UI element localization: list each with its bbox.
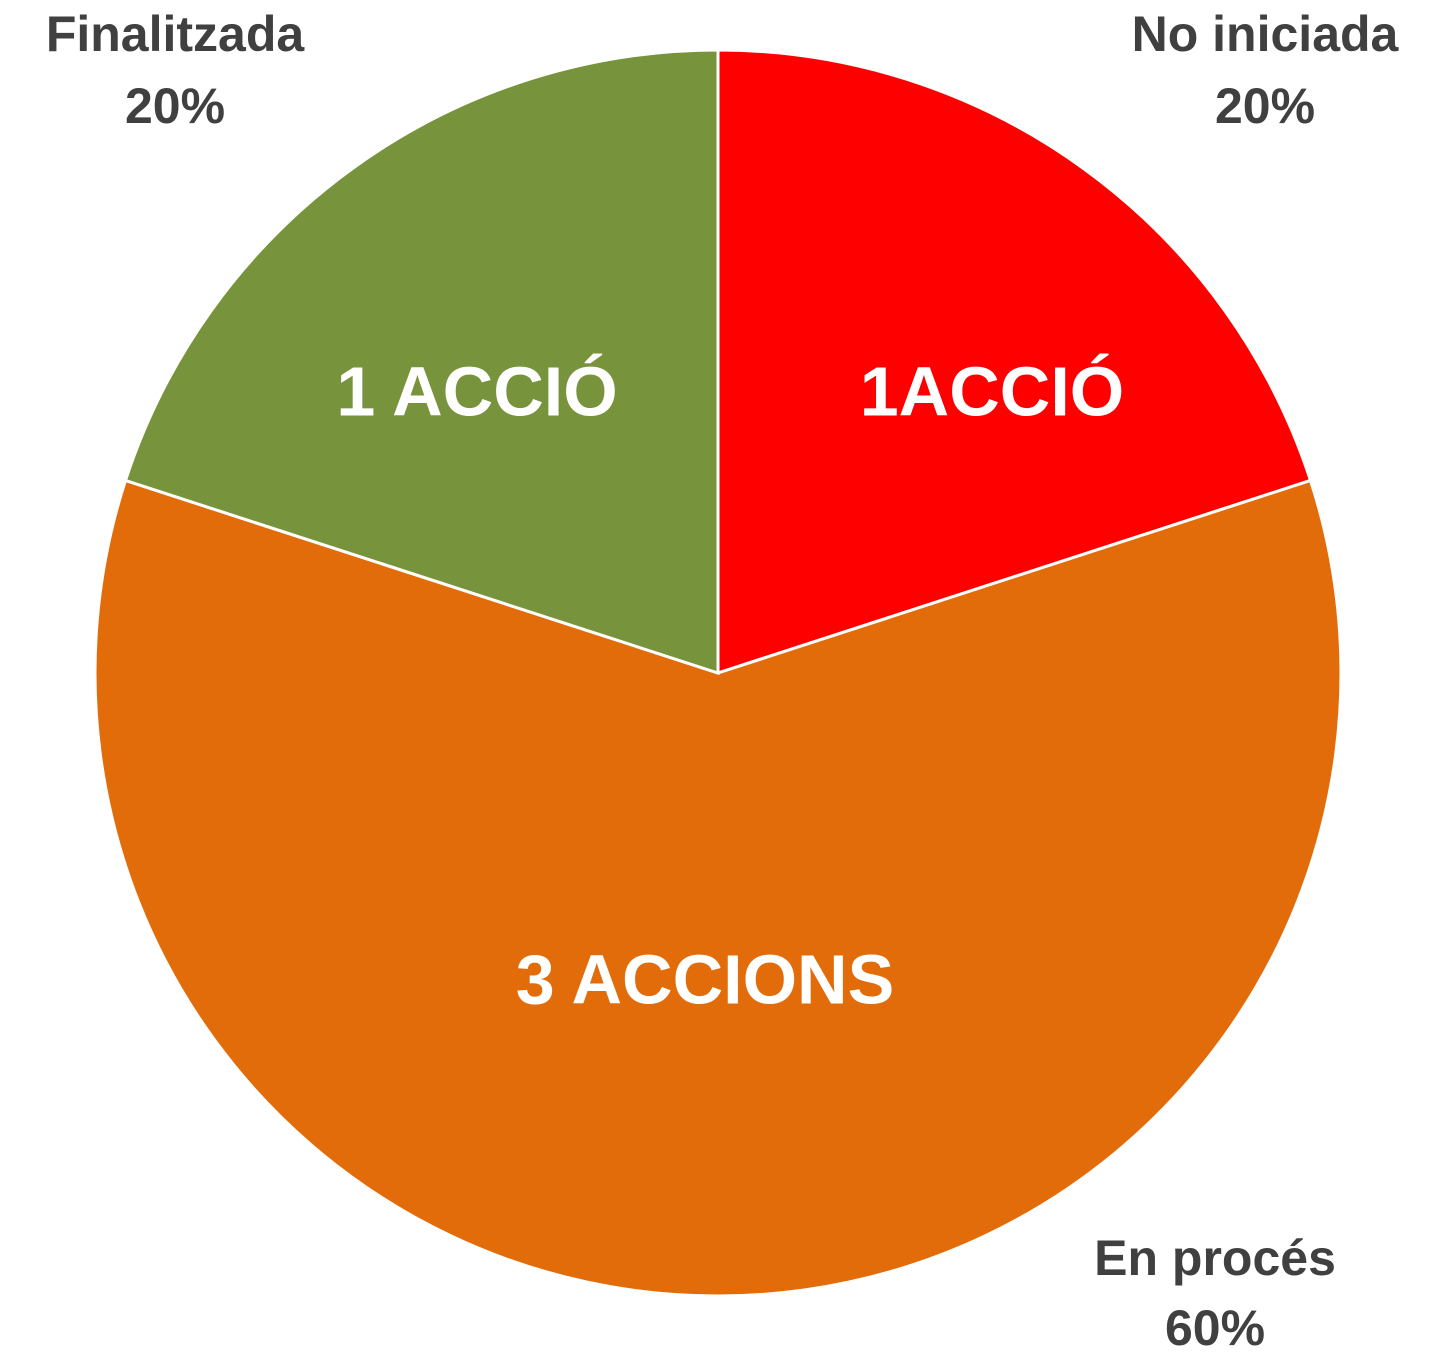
percent-label: 20%: [1215, 78, 1315, 134]
category-label: Finalitzada: [46, 6, 306, 62]
pie-slice: [123, 48, 720, 676]
category-label: En procés: [1094, 1230, 1336, 1286]
pie-slice: [93, 478, 1343, 1298]
slice-label: 1ACCIÓ: [860, 352, 1124, 430]
percent-label: 20%: [125, 78, 225, 134]
percent-label: 60%: [1165, 1300, 1265, 1356]
category-label: No iniciada: [1132, 6, 1400, 62]
slice-label: 1 ACCIÓ: [336, 352, 617, 430]
slice-label: 3 ACCIONS: [516, 940, 895, 1018]
pie-slice: [716, 48, 1313, 676]
